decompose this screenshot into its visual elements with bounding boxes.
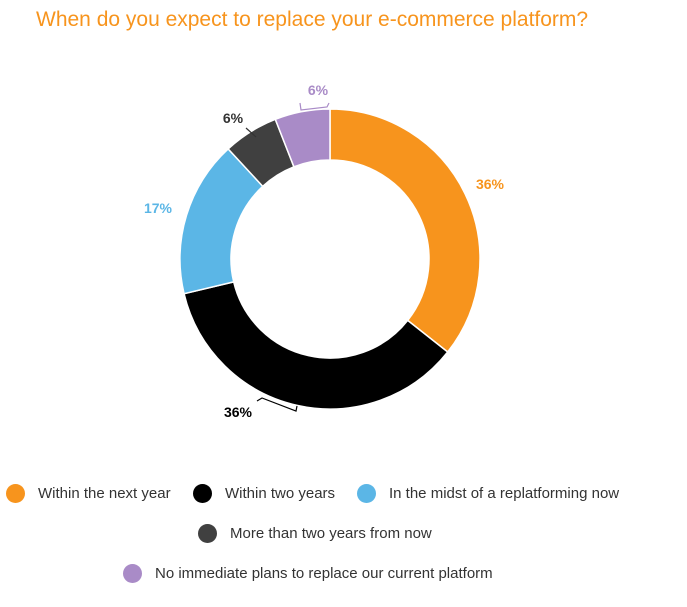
leader-more-than-two-years — [245, 127, 257, 138]
legend-label: More than two years from now — [230, 525, 432, 542]
legend-swatch — [198, 524, 217, 543]
data-label-no-immediate-plans: 6% — [308, 82, 329, 98]
leader-no-immediate-plans — [299, 102, 330, 111]
leader-within-two-years — [256, 397, 298, 412]
legend-swatch — [357, 484, 376, 503]
chart-title: When do you expect to replace your e-com… — [36, 8, 589, 31]
data-label-within-next-year: 36% — [476, 176, 505, 192]
legend-label: In the midst of a replatforming now — [389, 485, 620, 502]
legend-label: Within two years — [225, 485, 336, 502]
donut-slice-within-two-years — [183, 280, 449, 410]
legend-swatch — [193, 484, 212, 503]
donut-slice-within-next-year — [329, 108, 481, 354]
legend-item-within-two-years: Within two years — [193, 484, 335, 503]
legend-item-no-immediate-plans: No immediate plans to replace our curren… — [123, 564, 493, 583]
legend-label: No immediate plans to replace our curren… — [155, 565, 493, 582]
legend-item-replatforming-now: In the midst of a replatforming now — [357, 484, 619, 503]
legend-swatch — [6, 484, 25, 503]
legend-item-more-than-two-years: More than two years from now — [198, 524, 432, 543]
donut-slice-no-immediate-plans — [274, 108, 331, 168]
data-label-more-than-two-years: 6% — [223, 110, 244, 126]
legend-swatch — [123, 564, 142, 583]
data-label-within-two-years: 36% — [224, 404, 253, 420]
data-label-replatforming-now: 17% — [144, 200, 173, 216]
legend-label: Within the next year — [38, 485, 171, 502]
legend-item-within-next-year: Within the next year — [6, 484, 171, 503]
